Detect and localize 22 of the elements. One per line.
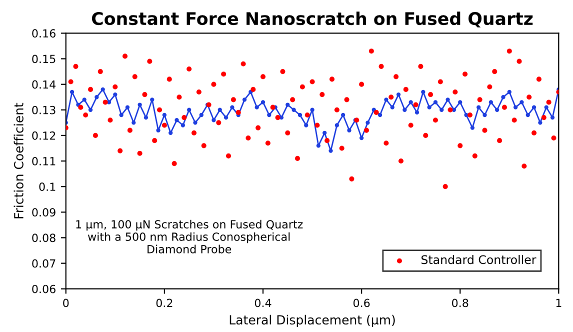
x-tick-label: 1: [556, 298, 562, 308]
y-tick-label: 0.06: [32, 284, 56, 294]
y-tick-label: 0.12: [32, 131, 56, 140]
x-tick-label: 0.6: [353, 298, 370, 308]
x-tick-label: 0.8: [452, 298, 468, 308]
x-tick-label: 0.4: [254, 298, 272, 308]
y-tick-label: 0.13: [32, 106, 56, 114]
y-tick-label: 0.15: [32, 54, 56, 64]
y-axis-title: Friction Coefficient: [14, 102, 24, 218]
x-axis-title: Lateral Displacement (μm): [230, 314, 395, 327]
y-tick-label: 0.14: [32, 80, 56, 89]
y-tick-label: 0.07: [32, 259, 56, 268]
x-tick-label: 0: [63, 298, 69, 308]
y-tick-label: 0.11: [32, 156, 56, 166]
annotation: 1 μm, 100 μN Scratches on Fused Quartz with a 500 nm Radius Conospherical Diamond Probe: [76, 220, 303, 254]
y-tick-label: 0.09: [32, 208, 56, 217]
y-tick-label: 0.08: [32, 234, 56, 242]
y-tick-label: 0.16: [32, 29, 56, 38]
y-tick-label: 0.1: [39, 182, 56, 191]
legend-label: Standard Controller: [421, 254, 536, 264]
chart-title: Constant Force Nanoscratch on Fused Quartz: [92, 12, 533, 28]
x-tick-label: 0.2: [156, 298, 172, 308]
